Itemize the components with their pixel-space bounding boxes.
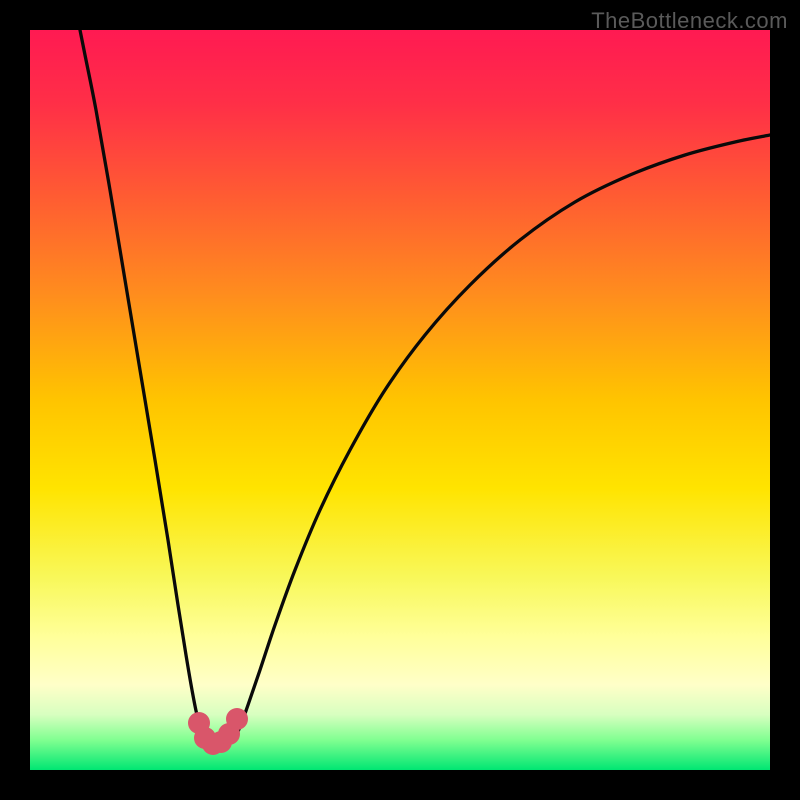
highlight-dot <box>226 708 248 730</box>
plot-area <box>30 30 770 770</box>
chart-container: TheBottleneck.com <box>0 0 800 800</box>
gradient-background <box>30 30 770 770</box>
chart-svg <box>30 30 770 770</box>
watermark-text: TheBottleneck.com <box>591 8 788 34</box>
